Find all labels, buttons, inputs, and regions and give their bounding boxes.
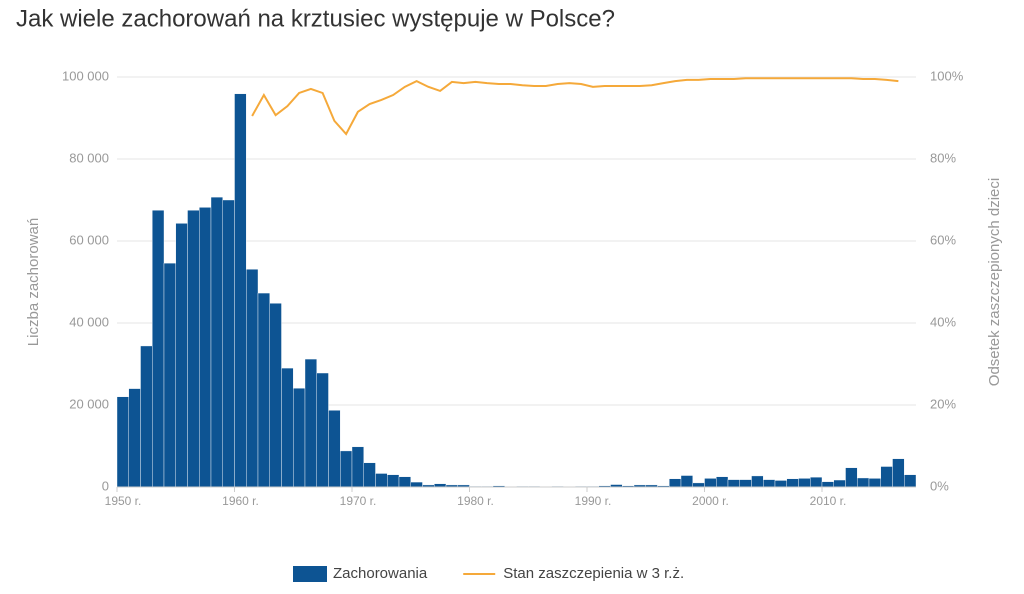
bar	[376, 473, 388, 487]
x-tick-label: 1950 r.	[105, 494, 142, 508]
bar	[129, 389, 141, 487]
bar	[317, 373, 329, 487]
x-tick-label: 2000 r.	[692, 494, 729, 508]
bar	[223, 200, 235, 487]
bar	[799, 478, 811, 487]
bar	[810, 477, 822, 487]
bar	[857, 478, 869, 487]
bar	[164, 263, 176, 487]
bar	[869, 478, 881, 487]
y2-tick-label: 100%	[930, 68, 964, 83]
chart-title: Jak wiele zachorowań na krztusiec występ…	[16, 5, 615, 32]
bar	[740, 480, 752, 487]
bar	[387, 475, 399, 487]
y2-tick-label: 60%	[930, 232, 956, 247]
bar	[305, 359, 317, 487]
bar	[752, 476, 764, 487]
y2-tick-label: 80%	[930, 150, 956, 165]
x-tick-label: 1990 r.	[575, 494, 612, 508]
bar	[775, 480, 787, 487]
bar	[258, 293, 270, 487]
bar	[329, 410, 341, 487]
bar	[152, 210, 164, 487]
bar	[763, 480, 775, 487]
y-tick-label: 40 000	[69, 314, 109, 329]
bar	[293, 388, 305, 487]
bar	[246, 269, 258, 487]
bar	[834, 480, 846, 487]
bar	[199, 207, 211, 487]
bar	[705, 478, 717, 487]
bar	[846, 468, 858, 487]
x-tick-label: 1970 r.	[340, 494, 377, 508]
legend-swatch	[293, 566, 327, 582]
line	[252, 78, 898, 134]
y2-axis-title: Odsetek zaszczepionych dzieci	[986, 178, 1003, 386]
y-tick-label: 80 000	[69, 150, 109, 165]
legend-label: Stan zaszczepienia w 3 r.ż.	[503, 565, 684, 582]
bar	[411, 482, 423, 487]
bar	[340, 451, 352, 487]
y-tick-label: 60 000	[69, 232, 109, 247]
bar	[211, 197, 223, 487]
bar	[904, 475, 916, 487]
bar	[282, 368, 294, 487]
y2-tick-label: 40%	[930, 314, 956, 329]
bar	[117, 397, 129, 487]
y2-tick-label: 0%	[930, 478, 949, 493]
bar	[176, 223, 188, 487]
x-tick-label: 2010 r.	[810, 494, 847, 508]
y-tick-label: 20 000	[69, 396, 109, 411]
bar	[716, 477, 728, 487]
bar	[364, 463, 376, 487]
bar	[669, 479, 681, 487]
bar	[188, 210, 200, 487]
bar	[893, 459, 905, 487]
bar	[270, 303, 282, 487]
x-tick-label: 1960 r.	[222, 494, 259, 508]
bar	[399, 477, 411, 487]
y-tick-label: 100 000	[62, 68, 109, 83]
bar	[235, 94, 247, 487]
y-axis-title: Liczba zachorowań	[25, 218, 42, 346]
y-tick-label: 0	[102, 478, 109, 493]
bar	[693, 483, 705, 487]
bar	[881, 467, 893, 488]
bar	[681, 476, 693, 487]
bar	[352, 447, 364, 487]
legend-label: Zachorowania	[333, 565, 428, 582]
bar	[141, 346, 153, 487]
x-tick-label: 1980 r.	[457, 494, 494, 508]
bar	[822, 482, 834, 487]
y2-tick-label: 20%	[930, 396, 956, 411]
bar	[787, 479, 799, 487]
bar	[728, 480, 740, 487]
